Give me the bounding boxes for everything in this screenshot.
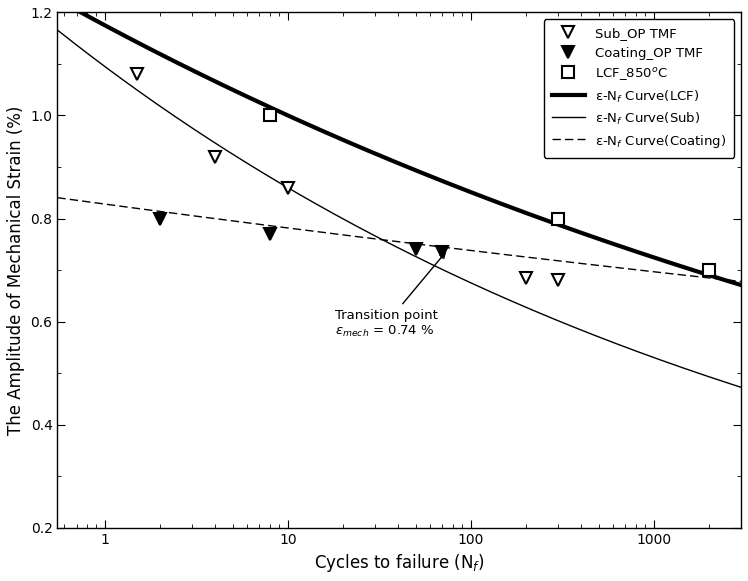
Legend: Sub_OP TMF, Coating_OP TMF, LCF_850$^{o}$C, ε-N$_{f}$ Curve(LCF), ε-N$_{f}$ Curv: Sub_OP TMF, Coating_OP TMF, LCF_850$^{o}… — [544, 19, 735, 157]
Text: Transition point
$\varepsilon_{mech}$ = 0.74 %: Transition point $\varepsilon_{mech}$ = … — [334, 253, 445, 339]
X-axis label: Cycles to failure (N$_{f}$): Cycles to failure (N$_{f}$) — [314, 552, 485, 574]
Y-axis label: The Amplitude of Mechanical Strain (%): The Amplitude of Mechanical Strain (%) — [7, 105, 25, 435]
